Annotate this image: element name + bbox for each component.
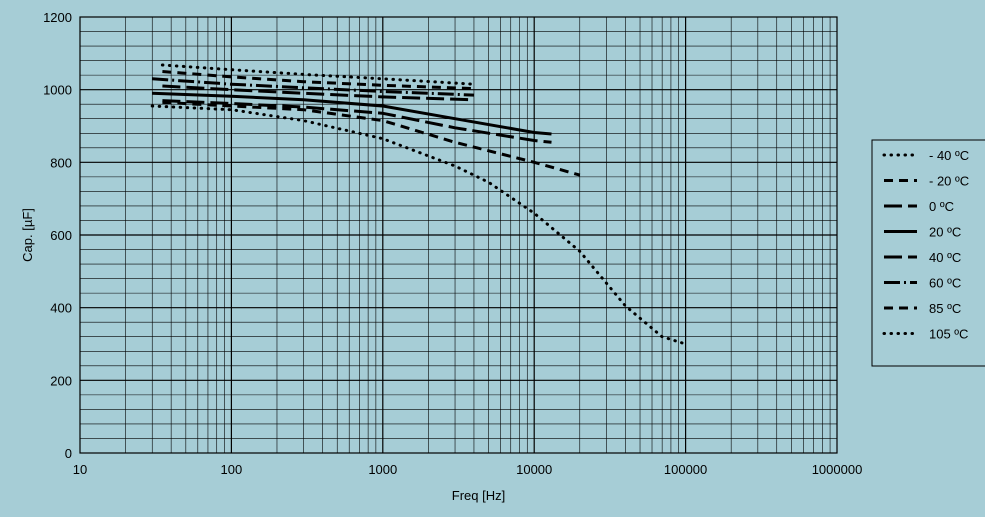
y-tick-label: 1200 bbox=[43, 10, 72, 25]
legend-label-0: - 40 ºC bbox=[929, 148, 969, 163]
series-line-4 bbox=[162, 84, 475, 102]
x-tick-label: 100000 bbox=[664, 462, 707, 477]
y-tick-label: 200 bbox=[50, 373, 72, 388]
series-line-5 bbox=[152, 77, 475, 97]
series-line-7 bbox=[160, 63, 476, 86]
legend-label-2: 0 ºC bbox=[929, 199, 954, 214]
series-line-6 bbox=[162, 70, 475, 91]
plot-border bbox=[79, 16, 838, 454]
legend-box bbox=[871, 139, 985, 367]
axes: 10 100 1000 10000 100000 1000000 0 200 400 600 800… bbox=[20, 10, 862, 503]
legend-label-3: 20 ºC bbox=[929, 225, 961, 240]
series-line-0 bbox=[150, 104, 688, 346]
y-tick-label: 0 bbox=[65, 446, 72, 461]
x-axis-label: Freq [Hz] bbox=[452, 488, 505, 503]
x-tick-label: 1000000 bbox=[812, 462, 863, 477]
x-tick-label: 1000 bbox=[368, 462, 397, 477]
y-tick-label: 800 bbox=[50, 155, 72, 170]
x-tick-label: 100 bbox=[221, 462, 243, 477]
legend-label-7: 105 ºC bbox=[929, 327, 968, 342]
legend-label-6: 85 ºC bbox=[929, 301, 961, 316]
legend: - 40 ºC - 20 ºC 0 ºC 20 ºC 40 ºC 60 ºC 85 ºC 10… bbox=[871, 139, 985, 367]
legend-label-1: - 20 ºC bbox=[929, 174, 969, 189]
y-tick-label: 400 bbox=[50, 301, 72, 316]
y-tick-label: 600 bbox=[50, 228, 72, 243]
y-axis-label: Cap. [µF] bbox=[20, 208, 35, 262]
x-tick-label: 10 bbox=[73, 462, 87, 477]
series-line-3 bbox=[152, 91, 552, 136]
series-line-2 bbox=[162, 99, 552, 144]
legend-label-4: 40 ºC bbox=[929, 250, 961, 265]
x-tick-label: 10000 bbox=[516, 462, 552, 477]
legend-label-5: 60 ºC bbox=[929, 276, 961, 291]
y-tick-label: 1000 bbox=[43, 83, 72, 98]
series-line-1 bbox=[162, 100, 581, 177]
series-lines bbox=[150, 63, 688, 346]
